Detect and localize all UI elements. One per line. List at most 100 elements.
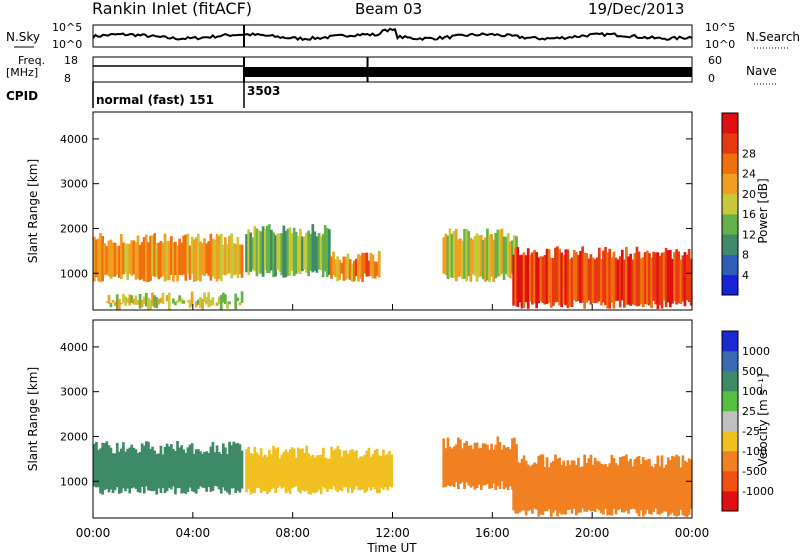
range-gate-cell xyxy=(577,457,580,513)
range-gate-cell xyxy=(518,462,522,513)
noise-panel-data xyxy=(92,25,693,47)
range-gate-cell xyxy=(190,443,194,492)
range-gate-cell xyxy=(255,228,259,277)
range-gate-cell xyxy=(587,258,591,301)
range-gate-cell xyxy=(211,238,215,277)
colorbar-swatch xyxy=(722,411,738,432)
range-gate-cell xyxy=(109,447,113,490)
range-gate-cell xyxy=(286,452,290,492)
range-gate-cell xyxy=(479,448,483,490)
range-gate-cell xyxy=(444,233,448,275)
range-gate-cell xyxy=(679,259,683,304)
range-gate-cell xyxy=(378,455,381,494)
range-gate-cell xyxy=(157,299,161,305)
range-gate-cell xyxy=(97,238,100,282)
range-gate-cell xyxy=(618,256,622,308)
range-gate-cell xyxy=(261,456,265,492)
range-gate-cell xyxy=(570,257,574,307)
range-gate-cell xyxy=(140,299,144,307)
range-gate-cell xyxy=(365,450,369,492)
range-gate-cell xyxy=(591,464,595,511)
range-gate-cell xyxy=(211,297,215,306)
range-gate-cell xyxy=(650,466,653,515)
range-gate-cell xyxy=(122,242,125,275)
range-gate-cell xyxy=(172,448,175,487)
ytick-label: 3000 xyxy=(60,178,88,191)
range-gate-cell xyxy=(211,442,215,491)
range-gate-cell xyxy=(581,246,584,303)
range-gate-cell xyxy=(145,234,148,283)
range-gate-cell xyxy=(541,454,545,515)
range-gate-cell xyxy=(338,449,342,491)
range-gate-cell xyxy=(153,295,156,308)
range-gate-cell xyxy=(562,460,566,515)
range-gate-cell xyxy=(625,246,628,305)
range-gate-cell xyxy=(253,226,257,272)
range-gate-cell xyxy=(353,260,356,282)
range-gate-cell xyxy=(566,460,570,510)
range-gate-cell xyxy=(134,242,138,280)
range-gate-cell xyxy=(520,254,524,309)
range-gate-cell xyxy=(199,451,202,487)
range-gate-cell xyxy=(477,235,481,278)
range-gate-cell xyxy=(357,254,360,282)
range-gate-cell xyxy=(186,300,190,303)
range-gate-cell xyxy=(280,233,284,276)
range-gate-cell xyxy=(496,436,500,487)
range-gate-cell xyxy=(549,257,553,308)
range-gate-cell xyxy=(294,231,298,275)
range-gate-cell xyxy=(516,247,520,307)
range-gate-cell xyxy=(679,467,683,510)
power-colorbar-tick: 24 xyxy=(742,168,756,181)
range-gate-cell xyxy=(224,237,227,276)
range-gate-cell xyxy=(488,449,491,489)
range-gate-cell xyxy=(556,458,559,517)
range-gate-cell xyxy=(342,450,346,488)
range-gate-cell xyxy=(247,446,250,489)
range-gate-cell xyxy=(213,452,217,486)
range-gate-cell xyxy=(155,243,159,277)
range-gate-cell xyxy=(255,452,259,488)
nsearch-tick-top: 10^5 xyxy=(705,21,735,34)
range-gate-cell xyxy=(180,242,184,276)
range-gate-cell xyxy=(172,242,175,282)
range-gate-cell xyxy=(282,451,286,488)
range-gate-cell xyxy=(606,252,609,309)
range-gate-cell xyxy=(526,248,530,309)
range-gate-cell xyxy=(498,229,502,277)
range-gate-cell xyxy=(219,454,223,494)
range-gate-cell xyxy=(174,241,177,276)
range-gate-cell xyxy=(311,454,315,493)
range-gate-cell xyxy=(585,463,589,512)
range-gate-cell xyxy=(272,445,275,488)
range-gate-cell xyxy=(238,302,242,306)
range-gate-cell xyxy=(270,454,273,490)
range-gate-cell xyxy=(654,463,658,509)
range-gate-cell xyxy=(512,456,515,511)
range-gate-cell xyxy=(677,456,681,516)
velocity-colorbar-tick: -500 xyxy=(742,465,767,478)
range-gate-cell xyxy=(159,297,163,303)
range-gate-cell xyxy=(598,247,601,302)
nave-tick-top: 60 xyxy=(708,54,722,67)
range-gate-cell xyxy=(363,454,367,493)
range-gate-cell xyxy=(224,294,227,305)
range-gate-cell xyxy=(547,467,551,510)
range-gate-cell xyxy=(648,253,651,306)
range-gate-cell xyxy=(111,453,115,494)
range-gate-cell xyxy=(111,300,115,303)
range-gate-cell xyxy=(109,239,113,279)
range-gate-cell xyxy=(305,445,309,491)
range-gate-cell xyxy=(450,448,454,486)
range-gate-cell xyxy=(215,302,219,306)
range-gate-cell xyxy=(552,461,555,513)
range-gate-cell xyxy=(486,444,489,484)
range-gate-cell xyxy=(494,233,498,279)
range-gate-cell xyxy=(147,297,150,310)
range-gate-cell xyxy=(673,456,676,516)
range-gate-cell xyxy=(234,243,238,275)
range-gate-cell xyxy=(361,456,365,490)
range-gate-cell xyxy=(484,237,487,282)
range-gate-cell xyxy=(138,452,142,493)
range-gate-cell xyxy=(234,293,238,310)
